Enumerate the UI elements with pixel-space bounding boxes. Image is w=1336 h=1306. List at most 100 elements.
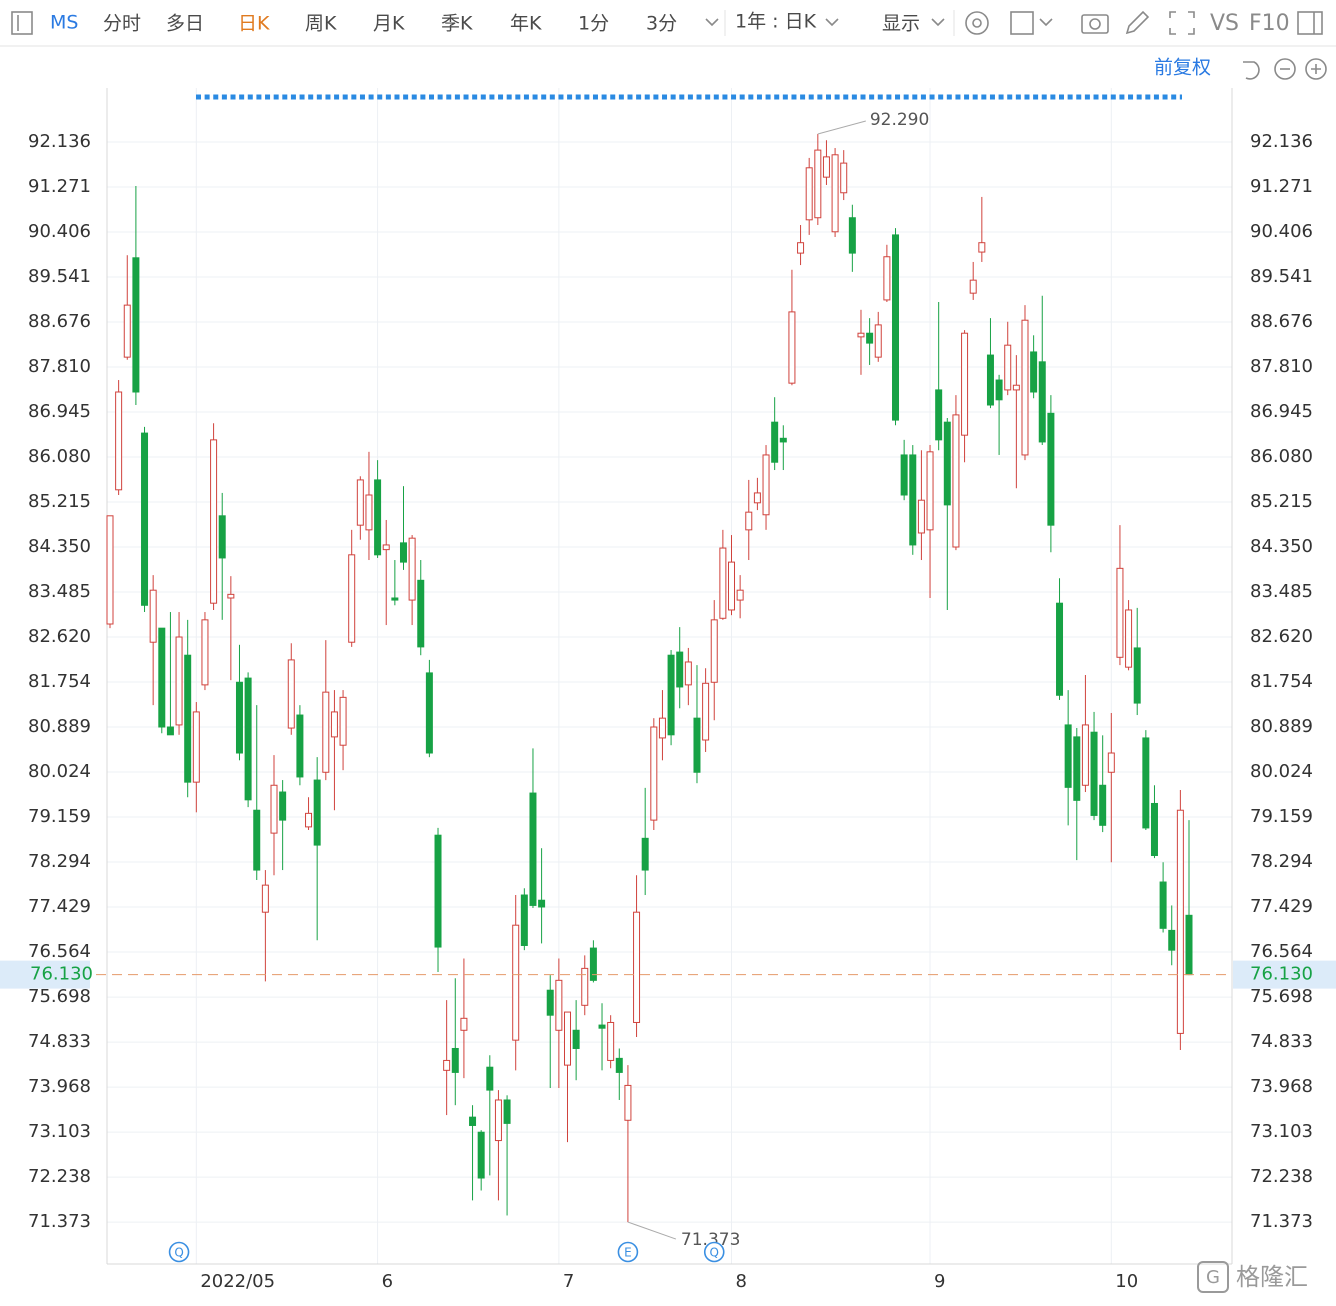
y-tick-label: 85.215 (28, 491, 91, 512)
dropdown-arrow[interactable] (705, 18, 719, 27)
draw-icon[interactable] (1125, 10, 1150, 35)
panel-icon[interactable] (1297, 11, 1323, 35)
y-tick-label: 74.833 (28, 1031, 91, 1052)
candle-body-up (805, 167, 813, 221)
candle-body-up (123, 304, 131, 358)
period-tab[interactable]: 分时 (103, 13, 141, 35)
layout-icon[interactable] (1010, 11, 1034, 35)
candle-body-down (529, 792, 537, 906)
candle-body-down (995, 379, 1003, 401)
candle-body-down (1047, 412, 1055, 526)
symbol[interactable]: MS (50, 12, 78, 34)
period-tab[interactable]: 月K (373, 13, 405, 35)
candle-body-up (261, 884, 269, 913)
candle-body-down (296, 714, 304, 778)
event-marker[interactable] (168, 1241, 190, 1263)
f10-button[interactable]: F10 (1249, 11, 1290, 36)
sidebar-toggle[interactable] (11, 11, 33, 35)
period-tab[interactable]: 年K (510, 13, 542, 35)
candle-body-up (322, 691, 330, 773)
zoom-in[interactable] (1305, 58, 1327, 80)
reset-icon[interactable] (1243, 61, 1260, 80)
candle-body-down (132, 257, 140, 393)
candle-body-up (356, 479, 364, 526)
camera-icon[interactable] (1081, 14, 1109, 34)
adjust-mode[interactable]: 前复权 (1154, 57, 1211, 79)
y-tick-label-right: 78.294 (1250, 851, 1313, 872)
period-tab[interactable]: 季K (441, 13, 473, 35)
candle-body-down (589, 947, 597, 981)
candle-body-up (149, 589, 157, 643)
candle-body-down (253, 809, 261, 871)
y-tick-label: 89.541 (28, 266, 91, 287)
candle-body-up (1125, 609, 1133, 668)
candle-body-up (1107, 752, 1115, 773)
candle-body-down (943, 421, 951, 506)
candle-body-down (1133, 647, 1141, 704)
candle-body-up (633, 911, 641, 1023)
event-marker[interactable] (617, 1241, 639, 1263)
overlays: 92.136 92.136 91.271 91.271 90.406 90.406 89.5… (0, 110, 1336, 1292)
dropdown-arrow[interactable] (931, 18, 945, 27)
candle-body-down (1073, 736, 1081, 801)
candle-body-down (848, 217, 856, 254)
period-tab[interactable]: 多日 (166, 13, 204, 35)
candle-body-up (512, 924, 520, 1041)
y-tick-label: 91.271 (28, 176, 91, 197)
candle-body-down (374, 479, 382, 556)
period-tab[interactable]: 1分 (578, 13, 609, 35)
y-tick-label: 87.810 (28, 356, 91, 377)
y-tick-label-right: 85.215 (1250, 491, 1313, 512)
candle-body-up (624, 1084, 632, 1121)
period-tab-active[interactable]: 日K (238, 13, 270, 35)
candle-body-down (141, 432, 149, 606)
range-select[interactable]: 1年 : 日K (735, 11, 817, 33)
dropdown-arrow[interactable] (1039, 18, 1053, 27)
y-tick-label: 86.945 (28, 401, 91, 422)
settings-icon[interactable] (965, 11, 989, 35)
candle-body-up (1081, 724, 1089, 786)
x-tick-label: 8 (736, 1271, 747, 1292)
y-tick-label: 78.294 (28, 851, 91, 872)
candle-body-down (572, 1029, 580, 1049)
y-tick-label: 84.350 (28, 536, 91, 557)
event-label: Q (174, 1246, 183, 1260)
y-tick-label: 83.485 (28, 581, 91, 602)
fullscreen-icon[interactable] (1169, 11, 1195, 35)
candle-body-up (210, 439, 218, 604)
watermark-logo (1197, 1261, 1229, 1293)
watermark: 格隆汇 (1236, 1263, 1308, 1291)
y-tick-label: 82.620 (28, 626, 91, 647)
candle-body-up (408, 537, 416, 601)
candle-body-down (667, 654, 675, 736)
last-price-tag-right (1233, 960, 1336, 989)
candle-body-down (166, 726, 174, 736)
zoom-out[interactable] (1274, 58, 1296, 80)
period-tab[interactable]: 3分 (646, 13, 677, 35)
y-tick-label-right: 86.080 (1250, 446, 1313, 467)
candle-body-up (339, 696, 347, 746)
candle-body-up (106, 515, 114, 625)
vs-button[interactable]: VS (1210, 11, 1239, 36)
event-marker[interactable] (703, 1241, 725, 1263)
period-tab[interactable]: 周K (305, 13, 337, 35)
y-tick-label-right: 89.541 (1250, 266, 1313, 287)
candle-body-down (1030, 351, 1038, 393)
camera-lens (1089, 18, 1101, 30)
settings-icon-core (972, 18, 982, 28)
candle-body-up (305, 812, 313, 828)
candle-body-down (279, 791, 287, 821)
max-pointer (817, 120, 866, 135)
candle-body-up (192, 711, 200, 783)
candle-body-up (874, 324, 882, 358)
dropdown-arrow[interactable] (825, 18, 839, 27)
candle-body-up (883, 256, 891, 301)
display-menu[interactable]: 显示 (882, 13, 920, 35)
candle-body-down (1099, 784, 1107, 826)
candle-body-up (952, 414, 960, 548)
y-tick-label-right: 87.810 (1250, 356, 1313, 377)
candle-body-down (1090, 731, 1098, 816)
candle-body-down (399, 542, 407, 563)
y-tick-label: 76.564 (28, 941, 91, 962)
candle-body-up (814, 149, 822, 219)
